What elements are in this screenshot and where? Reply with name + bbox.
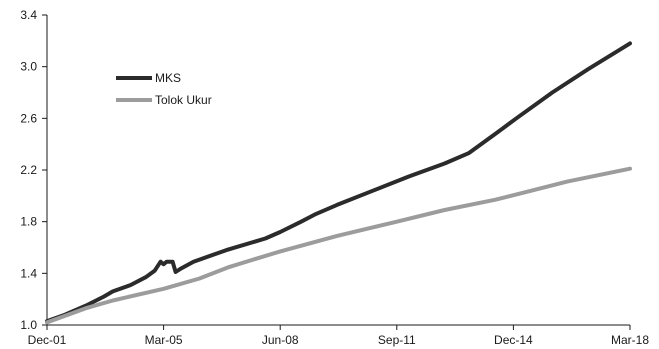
x-ticks: Dec-01 Mar-05 Jun-08 Sep-11 Dec-14 Mar-18 [28, 325, 649, 347]
y-tick-label: 3.0 [20, 60, 37, 74]
x-tick-label: Mar-18 [611, 333, 649, 347]
y-tick-label: 3.4 [20, 8, 37, 22]
legend-label: Tolok Ukur [155, 93, 212, 107]
y-tick-label: 2.2 [20, 163, 37, 177]
x-tick-label: Sep-11 [378, 333, 416, 347]
y-ticks: 1.0 1.4 1.8 2.2 2.6 3.0 3.4 [20, 8, 47, 332]
y-tick-label: 1.4 [20, 266, 37, 280]
x-tick-label: Jun-08 [262, 333, 299, 347]
x-tick-label: Dec-14 [494, 333, 533, 347]
x-tick-label: Dec-01 [28, 333, 67, 347]
y-tick-label: 1.8 [20, 215, 37, 229]
x-tick-label: Mar-05 [145, 333, 183, 347]
series-line-mks [45, 41, 632, 324]
series-line-tolok-ukur [45, 166, 632, 325]
y-tick-label: 1.0 [20, 318, 37, 332]
series-lines [45, 41, 632, 325]
y-tick-label: 2.6 [20, 111, 37, 125]
legend-label: MKS [155, 71, 181, 85]
legend: MKS Tolok Ukur [116, 71, 212, 107]
axes [46, 15, 630, 326]
